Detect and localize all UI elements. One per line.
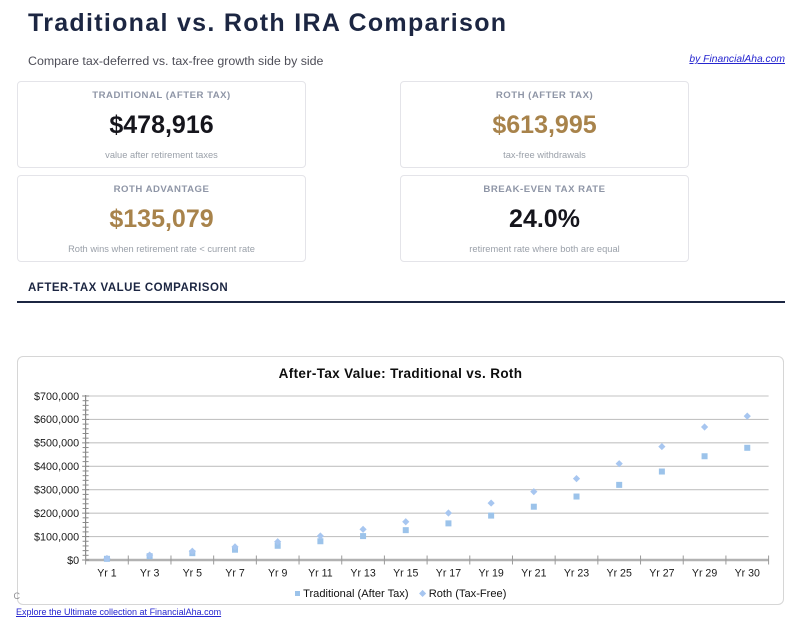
svg-text:Yr 23: Yr 23 [564, 568, 589, 580]
svg-text:Yr 19: Yr 19 [478, 568, 503, 580]
svg-text:Yr 13: Yr 13 [350, 568, 375, 580]
svg-text:$400,000: $400,000 [34, 461, 79, 473]
svg-text:Yr 17: Yr 17 [436, 568, 461, 580]
svg-text:Yr 30: Yr 30 [735, 568, 760, 580]
svg-text:$200,000: $200,000 [34, 508, 79, 520]
svg-text:$0: $0 [67, 555, 79, 567]
svg-text:Yr 9: Yr 9 [268, 568, 288, 580]
svg-text:Yr 7: Yr 7 [225, 568, 245, 580]
svg-text:Yr 15: Yr 15 [393, 568, 418, 580]
svg-text:Yr 27: Yr 27 [649, 568, 674, 580]
svg-text:$300,000: $300,000 [34, 485, 79, 497]
svg-text:Yr 1: Yr 1 [97, 568, 117, 580]
svg-text:Yr 25: Yr 25 [607, 568, 632, 580]
svg-text:$700,000: $700,000 [34, 391, 79, 403]
svg-text:Yr 21: Yr 21 [521, 568, 546, 580]
svg-text:$500,000: $500,000 [34, 438, 79, 450]
svg-text:$100,000: $100,000 [34, 531, 79, 543]
svg-text:$600,000: $600,000 [34, 414, 79, 426]
svg-text:Yr 29: Yr 29 [692, 568, 717, 580]
svg-text:Yr 5: Yr 5 [183, 568, 203, 580]
svg-text:Yr 11: Yr 11 [308, 568, 333, 580]
svg-text:Yr 3: Yr 3 [140, 568, 160, 580]
